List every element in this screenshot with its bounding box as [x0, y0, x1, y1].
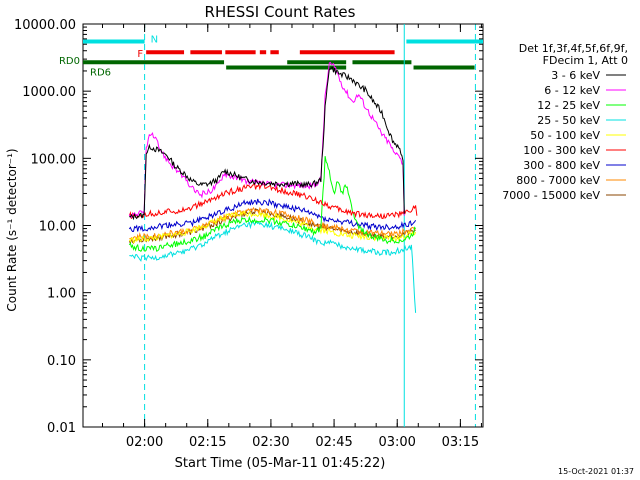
state-bar-label: RD6	[90, 68, 111, 79]
legend-entry-label: 100 - 300 keV	[523, 144, 600, 157]
legend-entry-label: 25 - 50 keV	[537, 114, 600, 127]
state-bar-label: RD0	[59, 56, 80, 67]
state-bars: NF RD0 RD6	[59, 34, 483, 79]
legend-entry-label: 6 - 12 keV	[544, 84, 600, 97]
series-line	[128, 198, 417, 233]
series-line	[129, 66, 405, 221]
series-line	[128, 210, 417, 244]
legend-entry-label: 12 - 25 keV	[537, 99, 600, 112]
x-tick-label: 02:45	[315, 435, 352, 450]
series-line	[128, 182, 418, 220]
x-tick-label: 03:00	[378, 435, 415, 450]
legend-entry-label: 7000 - 15000 keV	[502, 189, 600, 202]
x-tick-label: 02:15	[189, 435, 226, 450]
vertical-marker-lines	[144, 24, 476, 427]
y-tick-label: 0.01	[47, 421, 76, 436]
legend-entry-label: 300 - 800 keV	[523, 159, 600, 172]
chart-title: RHESSI Count Rates	[205, 3, 356, 21]
legend-header-line-2: FDecim 1, Att 0	[543, 54, 628, 67]
y-tick-label: 10000.00	[14, 18, 76, 33]
series-line	[129, 221, 417, 313]
y-axis-label: Count Rate (s⁻¹ detector⁻¹)	[5, 148, 19, 311]
x-tick-label: 02:00	[126, 435, 163, 450]
series-line	[129, 206, 416, 242]
y-tick-label: 100.00	[31, 152, 77, 167]
y-tick-label: 1000.00	[22, 85, 76, 100]
series-line	[128, 156, 416, 253]
y-tick-label: 1.00	[47, 287, 76, 302]
legend-entry-label: 50 - 100 keV	[530, 129, 600, 142]
legend-entry-label: 800 - 7000 keV	[516, 174, 600, 187]
legend-header-line-1: Det 1f,3f,4f,5f,6f,9f,	[519, 42, 628, 55]
state-bar-label: N	[151, 34, 158, 45]
x-tick-label: 03:15	[442, 435, 479, 450]
x-tick-label: 02:30	[252, 435, 289, 450]
y-tick-label: 10.00	[39, 220, 76, 235]
data-series	[128, 61, 418, 313]
y-tick-label: 0.10	[47, 354, 76, 369]
footer-timestamp: 15-Oct-2021 01:37	[558, 467, 634, 476]
state-bar-label: F	[137, 49, 143, 60]
x-axis-label: Start Time (05-Mar-11 01:45:22)	[175, 456, 386, 471]
plot-frame	[82, 23, 484, 428]
axes: 0.01 0.10 1.00 10.00 100.00 1000.00 10000.00 02…	[14, 18, 483, 450]
plot-area	[82, 23, 484, 428]
legend: Det 1f,3f,4f,5f,6f,9f, FDecim 1, Att 0 3…	[502, 42, 628, 202]
legend-entry-label: 3 - 6 keV	[551, 69, 600, 82]
